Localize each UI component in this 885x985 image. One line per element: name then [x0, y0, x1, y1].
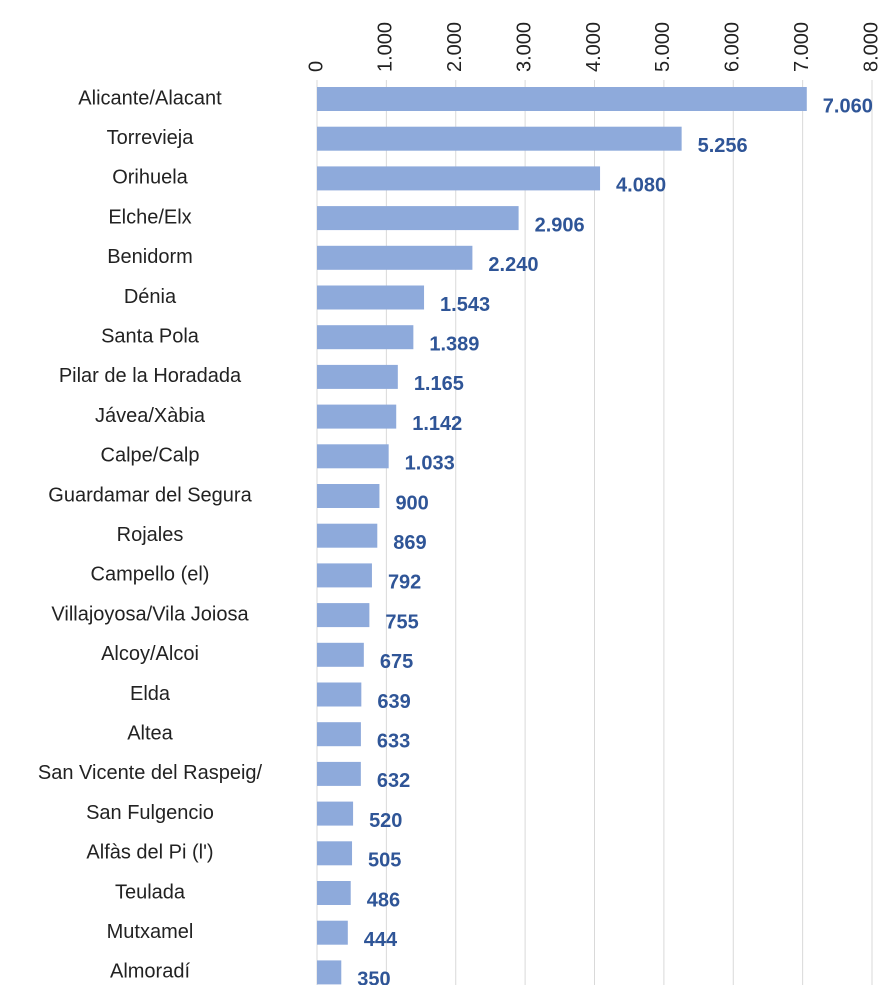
y-tick-label: Santa Pola [101, 325, 200, 347]
value-label: 633 [377, 730, 410, 752]
y-tick-label: Torrevieja [107, 127, 195, 149]
y-tick-label: Teulada [115, 881, 186, 903]
bar [317, 523, 378, 548]
y-tick-label: Alcoy/Alcoi [101, 643, 199, 665]
x-tick-label: 2.000 [444, 22, 466, 72]
bar [317, 960, 342, 985]
value-label: 7.060 [823, 95, 873, 117]
x-tick-label: 7.000 [791, 22, 813, 72]
value-label: 900 [395, 492, 428, 514]
value-label: 505 [368, 850, 401, 872]
bar [317, 642, 364, 667]
value-label: 1.543 [440, 294, 490, 316]
bar [317, 364, 398, 389]
value-label: 1.142 [412, 413, 462, 435]
y-tick-label: Alicante/Alacant [78, 87, 222, 109]
bar [317, 841, 353, 866]
bar [317, 404, 397, 429]
value-label: 2.240 [488, 254, 538, 276]
bar [317, 126, 682, 151]
y-tick-label: Pilar de la Horadada [59, 365, 242, 387]
y-tick-label: Mutxamel [107, 921, 194, 943]
value-label: 675 [380, 651, 413, 673]
y-tick-label: Guardamar del Segura [48, 484, 252, 506]
y-tick-label: San Fulgencio [86, 802, 214, 824]
bar [317, 722, 361, 747]
y-tick-label: Altea [127, 722, 173, 744]
value-label: 2.906 [535, 214, 585, 236]
bar [317, 563, 372, 588]
bar [317, 206, 519, 231]
value-label: 350 [357, 969, 390, 985]
x-tick-label: 3.000 [513, 22, 535, 72]
x-tick-label: 1.000 [375, 22, 397, 72]
value-label: 1.389 [429, 333, 479, 355]
value-label: 792 [388, 572, 421, 594]
bar [317, 801, 354, 826]
value-label: 5.256 [698, 135, 748, 157]
value-label: 632 [377, 770, 410, 792]
y-tick-label: Villajoyosa/Vila Joiosa [51, 603, 249, 625]
y-tick-label: Alfàs del Pi (l') [86, 842, 213, 864]
x-tick-label: 0 [305, 61, 327, 72]
bar [317, 920, 348, 945]
x-tick-label: 5.000 [652, 22, 674, 72]
bar [317, 682, 362, 707]
bar [317, 87, 807, 111]
bar [317, 761, 361, 786]
value-label: 1.165 [414, 373, 464, 395]
y-tick-label: San Vicente del Raspeig/ [38, 762, 263, 784]
y-tick-label: Orihuela [112, 167, 188, 189]
bar [317, 603, 370, 628]
bar [317, 444, 389, 469]
x-tick-label: 8.000 [860, 22, 882, 72]
bar [317, 325, 414, 350]
y-tick-label: Almoradí [110, 961, 190, 983]
value-label: 520 [369, 810, 402, 832]
y-tick-label: Campello (el) [91, 564, 210, 586]
value-label: 486 [367, 889, 400, 911]
y-tick-label: Rojales [117, 524, 184, 546]
bar [317, 881, 351, 905]
y-tick-label: Elda [130, 683, 171, 705]
y-tick-label: Jávea/Xàbia [95, 405, 206, 427]
value-label: 1.033 [405, 453, 455, 475]
y-tick-label: Elche/Elx [108, 206, 191, 228]
x-tick-label: 4.000 [583, 22, 605, 72]
bar [317, 166, 601, 191]
y-tick-label: Benidorm [107, 246, 193, 268]
bar [317, 245, 473, 270]
bar [317, 484, 380, 508]
y-tick-label: Dénia [124, 286, 177, 308]
y-tick-label: Calpe/Calp [101, 445, 200, 467]
value-label: 869 [393, 532, 426, 554]
value-label: 639 [377, 691, 410, 713]
value-label: 755 [385, 611, 418, 633]
bar [317, 285, 425, 310]
x-tick-label: 6.000 [722, 22, 744, 72]
value-label: 444 [364, 929, 398, 951]
value-label: 4.080 [616, 175, 666, 197]
